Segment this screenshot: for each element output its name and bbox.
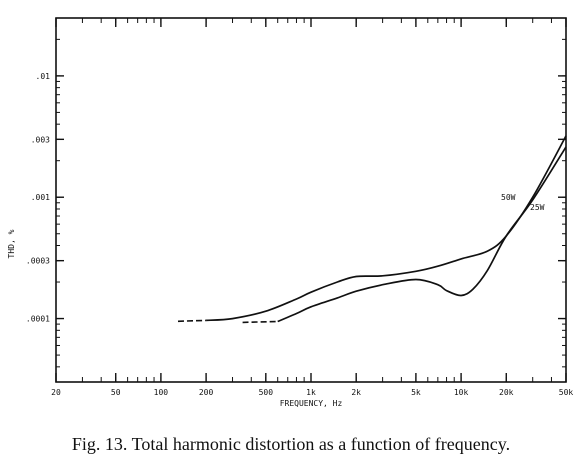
series-layer xyxy=(177,135,567,324)
x-tick-label: 200 xyxy=(199,388,214,397)
x-axis-ticks: 20 50 100 200 500 1k 2k 5k 10k 20k 50k xyxy=(51,18,573,397)
x-tick-label: 1k xyxy=(306,388,316,397)
plot-frame xyxy=(55,17,567,383)
y-tick-label: .0001 xyxy=(26,315,50,324)
minor-ticks xyxy=(55,17,567,383)
y-axis-title: THD, % xyxy=(7,229,16,258)
thd-chart: 20 50 100 200 500 1k 2k 5k 10k 20k 50k .0001 .0003.… xyxy=(7,17,573,408)
series-25w-dashed-line xyxy=(242,320,278,324)
y-axis-ticks: .0001 .0003 .001 .003 .01 xyxy=(26,72,566,324)
x-tick-label: 20k xyxy=(499,388,514,397)
x-tick-label: 500 xyxy=(259,388,274,397)
x-tick-label: 50 xyxy=(111,388,121,397)
x-tick-label: 20 xyxy=(51,388,61,397)
series-25w-line xyxy=(277,146,567,323)
series-50w-dashed-line xyxy=(177,319,207,323)
series-50w-line xyxy=(206,135,567,322)
x-tick-label: 10k xyxy=(454,388,469,397)
x-axis-title: FREQUENCY, Hz xyxy=(280,399,343,408)
x-tick-label: 50k xyxy=(559,388,574,397)
y-tick-label: .003 xyxy=(31,135,50,144)
series-label-25w: 25W xyxy=(530,203,545,212)
y-tick-label: .0003 xyxy=(26,257,50,266)
series-label-50w: 50W xyxy=(501,193,516,202)
x-tick-label: 5k xyxy=(411,388,421,397)
x-tick-label: 100 xyxy=(154,388,169,397)
y-tick-label: .001 xyxy=(31,193,50,202)
x-tick-label: 2k xyxy=(351,388,361,397)
figure-caption: Fig. 13. Total harmonic distortion as a … xyxy=(71,434,511,454)
y-tick-label: .01 xyxy=(36,72,51,81)
